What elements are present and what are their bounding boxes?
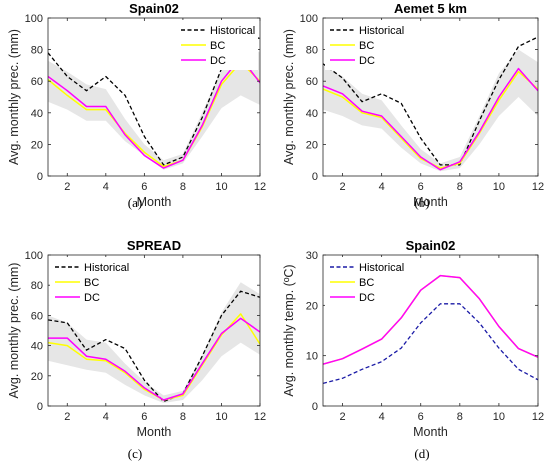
axes-frame	[322, 17, 539, 177]
legend-label: DC	[359, 292, 375, 304]
x-axis-label: Month	[137, 195, 172, 209]
x-tick-label: 12	[532, 411, 544, 423]
x-tick-label: 2	[64, 411, 70, 423]
y-axis-label: Avg. monthly prec. (mm)	[282, 29, 296, 165]
y-tick-label: 60	[306, 76, 318, 88]
chart-panel-d: 2 4 6 8 10 12 0 10 20 30 Spain02 Month Avg. monthly …	[282, 238, 544, 461]
x-tick-label: 2	[339, 411, 345, 423]
x-tick-label: 8	[180, 181, 186, 193]
x-tick-label: 8	[457, 411, 463, 423]
y-tick-label: 10	[306, 351, 318, 363]
y-tick-label: 100	[25, 13, 43, 25]
y-tick-label: 40	[31, 341, 43, 353]
chart-panel-c: 2 4 6 8 10 12 0 20 40 60 80 100 SPREAD Month Avg. mont…	[7, 238, 266, 461]
legend: Historical BC DC	[50, 257, 132, 307]
x-tick-label: 12	[532, 181, 544, 193]
x-tick-label: 10	[493, 181, 505, 193]
x-tick-label: 6	[418, 181, 424, 193]
legend-label: BC	[359, 40, 374, 52]
y-tick-label: 40	[31, 108, 43, 120]
y-tick-label: 60	[31, 310, 43, 322]
y-tick-label: 80	[31, 45, 43, 57]
y-tick-label: 0	[37, 401, 43, 413]
axes-frame	[47, 17, 261, 177]
chart-title: Spain02	[129, 1, 179, 16]
x-tick-label: 12	[254, 181, 266, 193]
legend-label: DC	[210, 55, 226, 67]
x-tick-label: 12	[254, 411, 266, 423]
x-tick-label: 8	[457, 181, 463, 193]
series-line-historical	[48, 290, 260, 403]
series-line-dc	[323, 274, 538, 365]
panel-caption: (a)	[128, 195, 142, 210]
spread-band	[323, 49, 538, 172]
x-tick-label: 4	[379, 411, 385, 423]
x-tick-label: 4	[379, 181, 385, 193]
y-tick-label: 0	[312, 401, 318, 413]
series-line-dc	[48, 317, 260, 401]
y-tick-label: 100	[300, 13, 318, 25]
legend: Historical BC DC	[176, 20, 258, 70]
series-line-bc	[48, 61, 260, 168]
chart-panel-b: 2 4 6 8 10 12 0 20 40 60 80 100 Aemet 5 km Month Avg. …	[282, 1, 544, 210]
y-tick-label: 60	[31, 76, 43, 88]
x-tick-label: 2	[64, 181, 70, 193]
axes-frame	[322, 254, 539, 407]
legend-label: Historical	[84, 262, 129, 274]
y-axis-label: Avg. monthly temp. (ºC)	[282, 264, 296, 396]
x-tick-label: 8	[180, 411, 186, 423]
panel-caption: (d)	[414, 446, 429, 461]
legend-label: BC	[210, 40, 225, 52]
y-tick-label: 80	[306, 45, 318, 57]
series-line-historical	[323, 303, 538, 385]
x-tick-label: 10	[215, 411, 227, 423]
y-tick-label: 20	[306, 300, 318, 312]
legend-label: Historical	[359, 262, 404, 274]
y-tick-label: 100	[25, 250, 43, 262]
chart-panel-a: 2 4 6 8 10 12 0 20 40 60 80 100 Spain02 Month Avg. mon…	[7, 1, 266, 210]
legend: Historical BC DC	[325, 20, 407, 70]
panel-caption: (c)	[128, 446, 142, 461]
y-tick-label: 0	[312, 171, 318, 183]
y-axis-label: Avg. monthly prec. (mm)	[7, 263, 21, 399]
y-tick-label: 30	[306, 250, 318, 262]
spread-band	[48, 282, 260, 403]
x-tick-label: 4	[103, 411, 109, 423]
y-tick-label: 0	[37, 171, 43, 183]
legend-label: DC	[359, 55, 375, 67]
x-tick-label: 6	[141, 181, 147, 193]
x-tick-label: 10	[493, 411, 505, 423]
series-line-dc	[48, 56, 260, 169]
x-tick-label: 2	[339, 181, 345, 193]
legend-label: Historical	[359, 25, 404, 37]
x-axis-label: Month	[137, 425, 172, 439]
y-axis-label: Avg. monthly prec. (mm)	[7, 29, 21, 165]
x-tick-label: 6	[418, 411, 424, 423]
chart-title: SPREAD	[127, 238, 181, 253]
x-tick-label: 6	[141, 411, 147, 423]
axes-frame	[47, 254, 261, 407]
y-tick-label: 20	[31, 139, 43, 151]
y-tick-label: 20	[31, 371, 43, 383]
series-line-dc	[323, 67, 538, 171]
chart-title: Spain02	[406, 238, 456, 253]
legend-label: DC	[84, 292, 100, 304]
x-axis-label: Month	[413, 425, 448, 439]
panel-caption: (b)	[414, 195, 429, 210]
legend-label: Historical	[210, 25, 255, 37]
y-tick-label: 40	[306, 108, 318, 120]
x-axis-label: Month	[413, 195, 448, 209]
legend: Historical BC DC	[325, 257, 407, 307]
chart-title: Aemet 5 km	[394, 1, 467, 16]
y-tick-label: 80	[31, 280, 43, 292]
legend-label: BC	[84, 277, 99, 289]
x-tick-label: 4	[103, 181, 109, 193]
legend-label: BC	[359, 277, 374, 289]
y-tick-label: 20	[306, 139, 318, 151]
x-tick-label: 10	[215, 181, 227, 193]
